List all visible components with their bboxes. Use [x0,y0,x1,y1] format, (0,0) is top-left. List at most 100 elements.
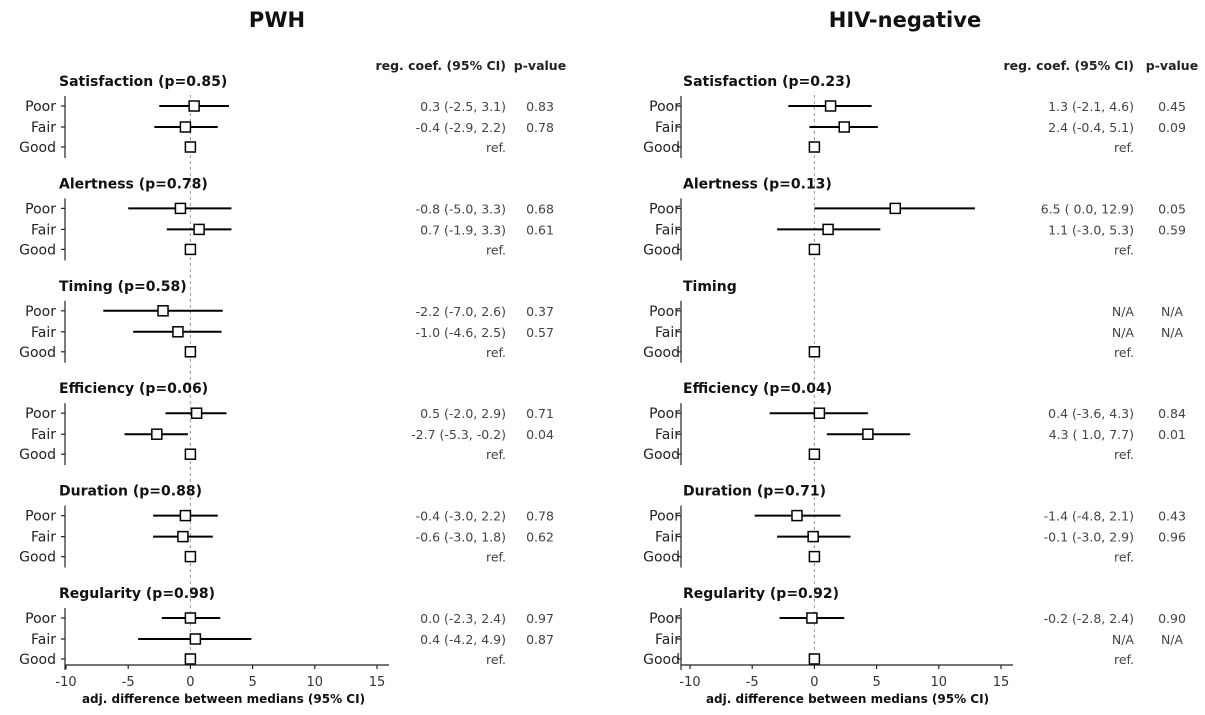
group-heading: Alertness (p=0.78) [59,176,208,192]
coef-value: 1.3 (-2.1, 4.6) [1048,99,1134,114]
p-value: 0.97 [526,611,554,626]
group-heading: Duration (p=0.71) [683,484,826,500]
estimate-marker [184,612,197,624]
level-label: Poor [649,201,680,217]
x-tick-label: 10 [307,675,324,690]
coef-value: -0.4 (-2.9, 2.2) [416,120,506,135]
p-value: N/A [1161,325,1184,340]
x-tick-label: 5 [248,675,256,690]
p-value: 0.61 [526,222,554,237]
level-label: Good [19,242,56,258]
level-label: Good [643,242,680,258]
estimate-marker [813,407,826,419]
estimate-marker [889,202,902,215]
level-label: Fair [31,325,56,341]
level-label: Poor [25,304,56,320]
x-axis-title: adj. difference between medians (95% CI) [82,692,365,706]
p-value: 0.37 [526,304,554,319]
level-label: Good [19,447,56,463]
level-label: Fair [31,530,56,546]
coef-value: 0.0 (-2.3, 2.4) [420,611,506,626]
p-value: 0.04 [526,427,554,442]
x-tick-label: -10 [55,675,76,690]
estimate-marker [808,346,821,358]
level-label: Good [19,345,56,361]
p-value: 0.83 [526,99,554,114]
group-heading: Efficiency (p=0.04) [683,381,832,397]
p-value: N/A [1161,632,1184,647]
estimate-marker [184,653,197,665]
group-heading: Satisfaction (p=0.23) [683,74,851,90]
p-value: 0.59 [1158,222,1186,237]
coef-value: ref. [1114,447,1134,462]
level-label: Fair [655,120,680,136]
coef-value: ref. [1114,242,1134,257]
level-label: Good [19,652,56,668]
p-value: 0.87 [526,632,554,647]
estimate-marker [174,202,187,215]
x-tick-label: -10 [679,675,700,690]
p-value: 0.96 [1158,530,1186,545]
estimate-marker [808,141,821,153]
coef-value: 0.7 (-1.9, 3.3) [420,222,506,237]
coef-value: -0.1 (-3.0, 2.9) [1044,530,1134,545]
x-tick-label: 15 [369,675,386,690]
coef-value: 6.5 ( 0.0, 12.9) [1041,201,1134,216]
estimate-marker [189,633,202,645]
level-label: Good [643,652,680,668]
level-label: Fair [655,222,680,238]
group-heading: Regularity (p=0.98) [59,586,215,602]
p-value: 0.57 [526,325,554,340]
p-value: 0.71 [526,406,554,421]
coef-value: N/A [1112,632,1135,647]
estimate-marker [188,100,200,112]
coef-value: -0.2 (-2.8, 2.4) [1044,611,1134,626]
level-label: Poor [649,611,680,627]
level-label: Poor [25,406,56,422]
level-label: Good [643,140,680,156]
coef-value: -0.6 (-3.0, 1.8) [416,530,506,545]
estimate-marker [791,509,803,522]
panel-title: HIV-negative [829,8,981,32]
coef-value: ref. [1114,652,1134,667]
level-label: Fair [655,325,680,341]
group-heading: Efficiency (p=0.06) [59,381,208,397]
level-label: Fair [31,120,56,136]
estimate-marker [179,509,192,522]
coef-value: -2.7 (-5.3, -0.2) [411,427,506,442]
p-value: 0.01 [1158,427,1186,442]
coef-column-header: reg. coef. (95% CI) [1003,58,1134,73]
estimate-marker [184,141,197,153]
estimate-marker [190,407,203,419]
estimate-marker [838,121,851,133]
level-label: Poor [649,406,680,422]
estimate-marker [177,530,189,543]
x-axis-title: adj. difference between medians (95% CI) [706,692,989,706]
group-heading: Satisfaction (p=0.85) [59,74,227,90]
level-label: Fair [655,530,680,546]
level-label: Good [643,550,680,566]
x-tick-label: 10 [931,675,948,690]
estimate-marker [862,428,874,440]
coef-value: ref. [486,550,506,565]
group-heading: Alertness (p=0.13) [683,176,832,192]
level-label: Poor [25,611,56,627]
estimate-marker [184,243,197,256]
level-label: Fair [31,427,56,443]
p-value: 0.68 [526,201,554,216]
x-tick-label: 5 [872,675,880,690]
level-label: Fair [31,222,56,238]
x-tick-label: -5 [122,675,135,690]
coef-value: ref. [486,242,506,257]
x-tick-label: 15 [993,675,1010,690]
estimate-marker [179,121,192,133]
estimate-marker [808,653,821,665]
coef-value: ref. [486,140,506,155]
panel-title: PWH [249,8,305,32]
coef-value: -2.2 (-7.0, 2.6) [416,304,506,319]
level-label: Poor [649,304,680,320]
group-heading: Timing (p=0.58) [59,279,187,295]
group-heading: Timing [683,279,737,295]
